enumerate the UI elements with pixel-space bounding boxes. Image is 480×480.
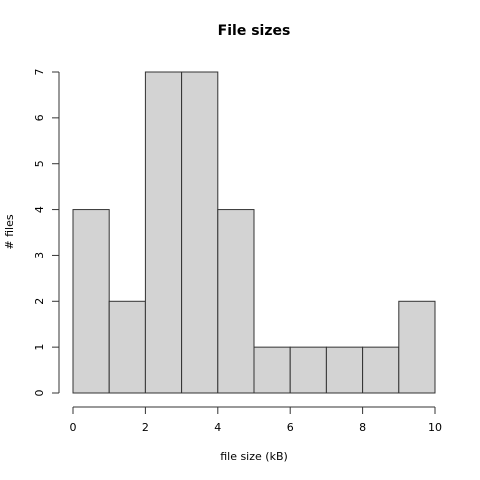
x-tick-label: 8: [359, 421, 366, 434]
y-axis-label: # files: [3, 214, 16, 249]
bar: [108, 300, 146, 394]
x-tick-label: 6: [287, 421, 294, 434]
y-tick-label: 6: [33, 114, 46, 121]
bar: [325, 346, 364, 394]
x-axis-label: file size (kB): [220, 450, 288, 463]
bar: [217, 209, 255, 394]
chart-title: File sizes: [218, 23, 291, 39]
x-tick-label: 2: [142, 421, 149, 434]
y-tick-label: 4: [33, 206, 46, 213]
y-tick-label: 3: [33, 252, 46, 259]
bar: [289, 346, 327, 394]
bar: [144, 71, 183, 394]
bar: [181, 71, 219, 394]
bar: [253, 346, 291, 394]
x-tick-label: 10: [428, 421, 442, 434]
y-tick-label: 2: [33, 298, 46, 305]
bar: [398, 300, 436, 394]
y-tick-label: 5: [33, 160, 46, 167]
y-tick-label: 0: [33, 390, 46, 397]
x-tick-label: 4: [214, 421, 221, 434]
bar: [362, 346, 400, 394]
bar: [72, 209, 110, 394]
x-tick-label: 0: [70, 421, 77, 434]
y-tick-label: 1: [33, 344, 46, 351]
y-tick-label: 7: [33, 69, 46, 76]
